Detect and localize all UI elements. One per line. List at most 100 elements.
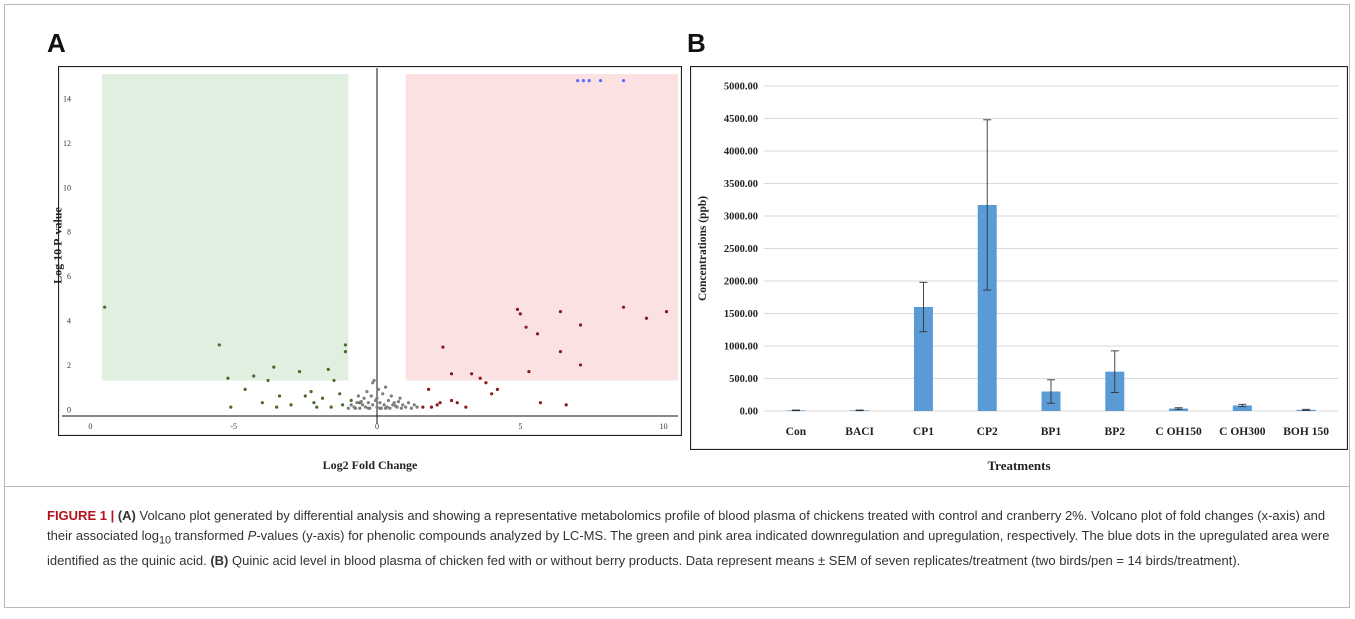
volcano-point (421, 405, 425, 409)
bar-chart-frame (690, 66, 1348, 450)
caption-part-a-text-1: Volcano plot generated by differential a… (47, 508, 1326, 543)
volcano-point (289, 403, 293, 407)
volcano-point (349, 403, 353, 407)
volcano-point (384, 385, 388, 389)
bar (913, 307, 933, 411)
bar-y-tick-label: 1000.00 (724, 342, 758, 353)
volcano-point (349, 398, 353, 403)
volcano-point (535, 332, 540, 336)
volcano-point (343, 349, 348, 354)
bar-category-label: CP1 (913, 426, 934, 438)
volcano-x-tick-label: 0 (88, 422, 92, 431)
bar (1169, 408, 1189, 411)
caption-part-a-text-3: -values (y-axis) for phenolic compounds … (47, 528, 1330, 568)
volcano-point (394, 404, 398, 408)
volcano-point (309, 389, 313, 394)
volcano-point (341, 403, 345, 407)
volcano-point (527, 369, 531, 374)
volcano-point (388, 406, 392, 410)
volcano-x-tick-label: 10 (660, 422, 668, 431)
volcano-point (378, 401, 382, 405)
volcano-point (353, 406, 358, 410)
volcano-point (343, 343, 348, 347)
bar-y-tick-label: 3500.00 (724, 179, 758, 190)
caption-log-subscript: 10 (159, 534, 172, 547)
volcano-point (406, 401, 411, 405)
volcano-point (356, 394, 360, 398)
volcano-point (415, 405, 419, 409)
volcano-point (524, 325, 528, 329)
volcano-point (401, 403, 405, 407)
volcano-point (338, 392, 342, 396)
volcano-point (326, 367, 330, 371)
volcano-x-axis-label: Log2 Fold Change (322, 458, 418, 472)
volcano-point (376, 387, 381, 391)
downregulation-region (101, 74, 349, 381)
panel-b-letter: B (687, 28, 706, 58)
volcano-plot: 0 2 4 6 8 10 12 14 0 -5 0 5 10 (58, 66, 682, 436)
volcano-point (371, 381, 375, 385)
volcano-point (495, 387, 499, 391)
volcano-point (435, 403, 439, 407)
bar-category-label: CP2 (977, 426, 998, 438)
bar-y-tick-label: 500.00 (729, 374, 758, 385)
volcano-point (438, 401, 442, 405)
volcano-point (359, 399, 363, 404)
volcano-x-tick-label: 5 (518, 422, 522, 431)
volcano-y-tick-label: 6 (67, 272, 71, 281)
volcano-y-axis-label: -Log 10 P-value (50, 207, 65, 288)
volcano-y-tick-label: 2 (67, 361, 71, 370)
volcano-point (303, 394, 307, 398)
volcano-point (315, 405, 319, 409)
volcano-point (365, 389, 369, 394)
volcano-point (455, 401, 459, 405)
volcano-point (484, 381, 488, 385)
bar-category-label: BOH 150 (1283, 426, 1329, 438)
bar-y-tick-label: 0.00 (740, 407, 758, 418)
volcano-y-tick-label: 14 (63, 94, 71, 103)
bar-y-tick-label: 3000.00 (724, 212, 758, 223)
volcano-point (366, 406, 370, 410)
volcano-point (272, 365, 276, 369)
bar-y-axis-label: Concentrations (ppb) (697, 196, 709, 301)
volcano-point (312, 401, 316, 405)
volcano-point (346, 406, 350, 410)
volcano-y-tick-label: 12 (63, 139, 71, 148)
volcano-x-tick-label: 0 (375, 422, 379, 431)
volcano-point (564, 403, 568, 407)
volcano-point (381, 392, 385, 396)
volcano-point (384, 406, 388, 410)
volcano-point (298, 369, 302, 374)
bar-category-label: Con (786, 426, 807, 438)
bar-y-tick-label: 4500.00 (724, 114, 758, 125)
volcano-point (644, 316, 649, 320)
bar-category-label: BP1 (1041, 426, 1062, 438)
volcano-point (103, 305, 107, 309)
volcano-point (404, 405, 408, 409)
volcano-point (399, 406, 403, 410)
volcano-point (217, 343, 221, 347)
volcano-point (260, 401, 264, 405)
caption-part-b-text: Quinic acid level in blood plasma of chi… (232, 552, 1241, 568)
volcano-y-tick-label: 8 (67, 228, 71, 237)
volcano-point (429, 405, 434, 409)
bar-y-tick-label: 4000.00 (724, 147, 758, 158)
volcano-x-tick-label: -5 (230, 422, 237, 431)
volcano-point (392, 401, 396, 405)
upregulation-region (405, 74, 678, 381)
bar (977, 204, 997, 411)
volcano-point (375, 405, 379, 409)
bar-category-label: BACI (845, 426, 874, 438)
panel-a-letter: A (47, 28, 66, 58)
caption-figure-label: FIGURE 1 | (47, 508, 115, 523)
volcano-point (226, 376, 230, 380)
bar (1232, 405, 1252, 411)
volcano-point (275, 405, 279, 409)
caption-part-b-label: (B) (210, 552, 229, 568)
volcano-point (252, 374, 256, 378)
volcano-point (558, 349, 563, 354)
volcano-point (427, 387, 431, 391)
bar-y-tick-label: 5000.00 (724, 82, 758, 93)
volcano-point (558, 310, 563, 314)
volcano-point (441, 345, 445, 349)
